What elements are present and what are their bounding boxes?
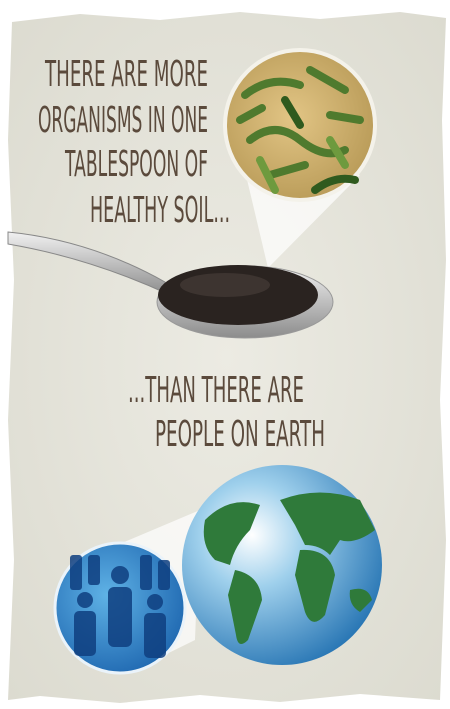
- globe: [182, 465, 382, 665]
- tagline-line: PEOPLE ON EARTH: [155, 414, 325, 455]
- soil-highlight: [180, 273, 270, 297]
- tagline-line: ...THAN THERE ARE: [128, 370, 304, 411]
- headline-line: THERE ARE MORE: [44, 54, 208, 95]
- headline-line: HEALTHY SOIL...: [90, 190, 230, 231]
- continents: [203, 492, 375, 644]
- headline-line: TABLESPOON OF: [65, 144, 208, 185]
- people-icons: [70, 555, 170, 658]
- headline-line: ORGANISMS IN ONE: [38, 100, 208, 141]
- bacteria: [236, 66, 364, 194]
